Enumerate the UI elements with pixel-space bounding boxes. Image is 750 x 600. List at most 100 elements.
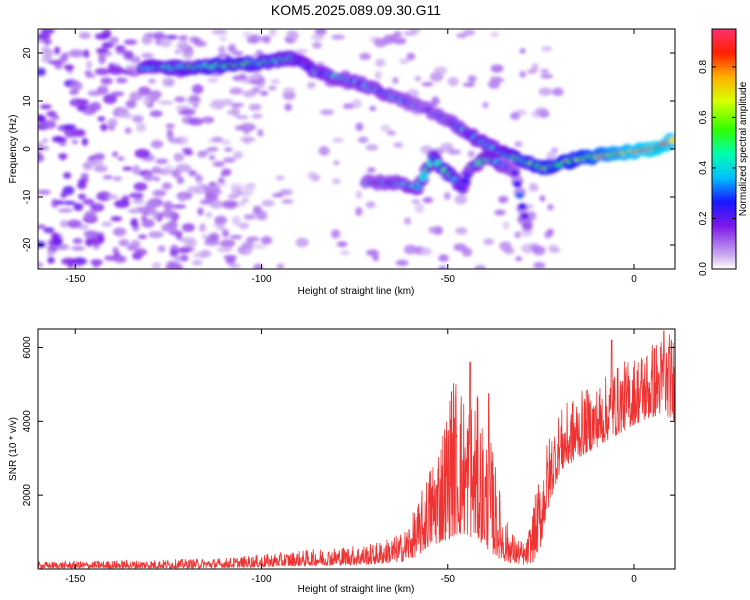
noise-cell: [440, 142, 454, 153]
noise-cell: [161, 209, 177, 219]
noise-cell: [181, 48, 194, 59]
noise-cell: [174, 48, 181, 55]
noise-cell: [421, 82, 434, 87]
noise-cell: [171, 204, 187, 209]
noise-cell: [148, 231, 164, 239]
noise-cell: [122, 166, 133, 171]
noise-cell: [438, 265, 447, 269]
noise-cell: [38, 189, 52, 195]
noise-cell: [245, 248, 253, 254]
noise-cell: [178, 254, 189, 262]
spectrogram-panel: -150 -100 -50 0 20 10 0 -10 -20 Height of straig…: [8, 28, 749, 297]
noise-cell: [117, 156, 125, 161]
snr-frame: [37, 328, 676, 570]
noise-cell: [131, 165, 141, 175]
noise-cell: [98, 54, 106, 65]
noise-cell: [243, 214, 255, 220]
noise-cell: [149, 110, 163, 118]
noise-cell: [173, 152, 185, 162]
noise-cell: [142, 96, 151, 106]
noise-cell: [546, 151, 557, 161]
noise-cell: [183, 150, 194, 156]
noise-cell: [539, 195, 546, 202]
noise-cell: [392, 77, 399, 85]
noise-cell: [306, 81, 316, 89]
noise-cell: [223, 157, 236, 163]
colorbar-tick-label: 0.4: [698, 161, 709, 175]
noise-cell: [189, 94, 200, 103]
noise-cell: [482, 101, 489, 109]
noise-cell: [145, 200, 157, 211]
noise-cell: [535, 107, 548, 115]
noise-cell: [50, 114, 60, 121]
noise-cell: [101, 221, 113, 227]
y-tick-label: 6000: [22, 336, 33, 359]
noise-cell: [107, 118, 118, 127]
snr-axes: -150 -100 -50 0 2000 4000 6000: [22, 329, 675, 585]
noise-cell: [38, 153, 45, 163]
noise-cell: [211, 29, 228, 35]
noise-cell: [119, 113, 133, 119]
noise-cell: [380, 124, 391, 132]
noise-cell: [355, 122, 364, 132]
noise-cell: [399, 58, 410, 65]
noise-cell: [129, 91, 143, 101]
noise-cell: [514, 231, 522, 239]
noise-cell: [533, 261, 546, 269]
noise-cell: [51, 198, 59, 208]
noise-cell: [447, 149, 462, 155]
noise-cell: [331, 34, 345, 40]
noise-cell: [499, 241, 512, 251]
noise-cell: [333, 160, 340, 166]
noise-cell: [357, 136, 369, 144]
noise-cell: [547, 244, 559, 253]
noise-cell: [100, 123, 108, 132]
noise-cell: [238, 222, 250, 230]
noise-cell: [490, 31, 500, 38]
noise-cell: [540, 74, 554, 79]
noise-cell: [133, 182, 148, 191]
noise-cell: [365, 249, 379, 257]
noise-cell: [90, 203, 105, 212]
noise-cell: [57, 208, 73, 213]
x-tick-label: -100: [252, 574, 272, 585]
noise-cell: [540, 68, 550, 74]
noise-cell: [355, 190, 363, 199]
noise-cell: [269, 29, 277, 37]
x-tick-label: -150: [65, 274, 85, 285]
noise-cell: [207, 77, 219, 84]
y-tick-label: 20: [22, 47, 33, 59]
ridge-cell: [515, 192, 524, 199]
noise-cell: [253, 263, 263, 269]
noise-cell: [38, 114, 47, 124]
noise-cell: [197, 181, 204, 192]
noise-cell: [239, 200, 246, 207]
noise-cell: [494, 209, 506, 216]
noise-cell: [111, 151, 119, 158]
x-tick-label: -50: [441, 274, 456, 285]
noise-cell: [216, 247, 233, 253]
noise-cell: [232, 215, 241, 226]
noise-cell: [73, 202, 84, 212]
noise-cell: [214, 215, 228, 225]
noise-cell: [169, 137, 184, 144]
noise-cell: [359, 52, 371, 61]
noise-cell: [276, 263, 285, 269]
noise-cell: [53, 46, 61, 55]
noise-cell: [38, 141, 44, 147]
noise-cell: [191, 84, 204, 95]
noise-cell: [502, 221, 510, 230]
noise-cell: [403, 30, 417, 37]
noise-cell: [275, 175, 285, 181]
noise-cell: [84, 70, 92, 76]
noise-cell: [60, 219, 69, 228]
noise-cell: [294, 49, 308, 55]
noise-cell: [260, 235, 273, 245]
noise-cell: [129, 208, 140, 214]
noise-cell: [372, 254, 380, 262]
noise-cell: [115, 77, 128, 84]
noise-cell: [331, 229, 341, 239]
noise-cell: [155, 158, 169, 165]
noise-cell: [351, 98, 362, 109]
ridge-cell: [510, 169, 519, 177]
